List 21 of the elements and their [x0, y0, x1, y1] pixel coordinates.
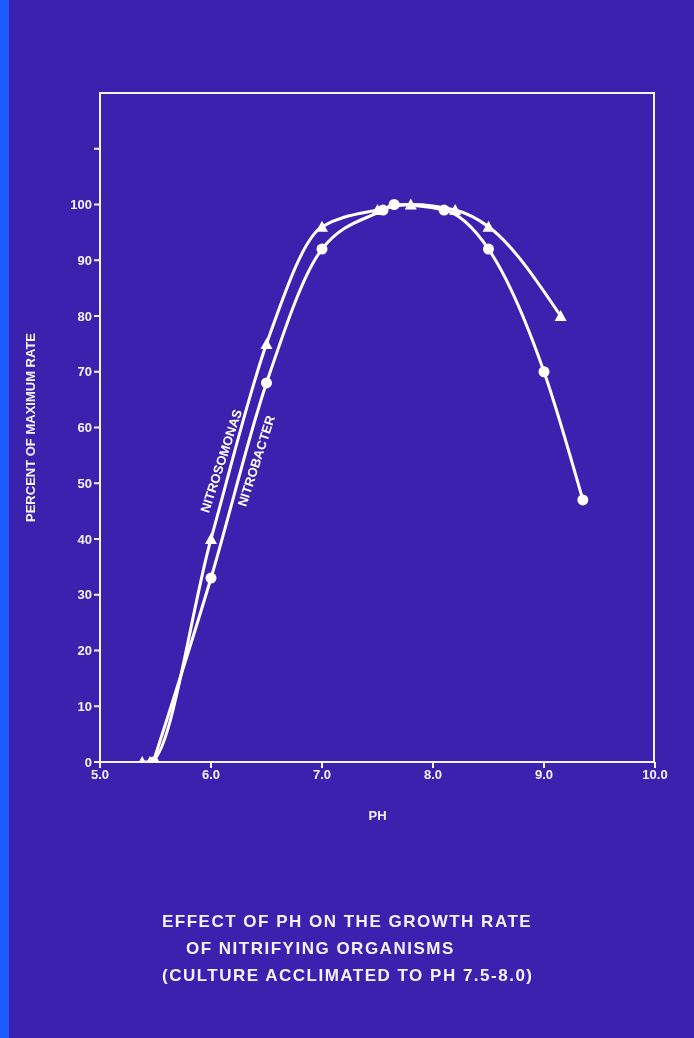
x-tick-label: 10.0	[642, 767, 668, 783]
y-tick-label: 0	[84, 754, 92, 770]
text: (CULTURE ACCLIMATED TO PH 7.5-8.0)	[161, 965, 535, 987]
x-tick-label: 9.0	[534, 767, 554, 783]
y-tick-label: 30	[77, 587, 92, 603]
y-tick-label: 10	[77, 698, 92, 714]
x-tick-label: 7.0	[312, 767, 332, 783]
x-tick-label: 8.0	[423, 767, 443, 783]
y-tick-label: 80	[77, 308, 92, 324]
x-axis-title: PH	[368, 808, 387, 823]
y-tick-label: 40	[77, 531, 92, 547]
x-tick-label: 6.0	[201, 767, 221, 783]
y-tick-label: 100	[70, 197, 92, 213]
x-tick-label: 5.0	[90, 767, 110, 783]
y-tick-label: 20	[77, 643, 92, 659]
y-tick-label: 60	[77, 420, 92, 436]
y-axis-title: PERCENT OF MAXIMUM RATE	[22, 332, 38, 522]
y-tick-label: 50	[77, 475, 92, 491]
text: EFFECT OF PH ON THE GROWTH RATE OF NITRIFYING ORGANISMS	[161, 911, 534, 960]
y-tick-label: 70	[77, 364, 92, 380]
y-tick-label: 90	[77, 252, 92, 268]
